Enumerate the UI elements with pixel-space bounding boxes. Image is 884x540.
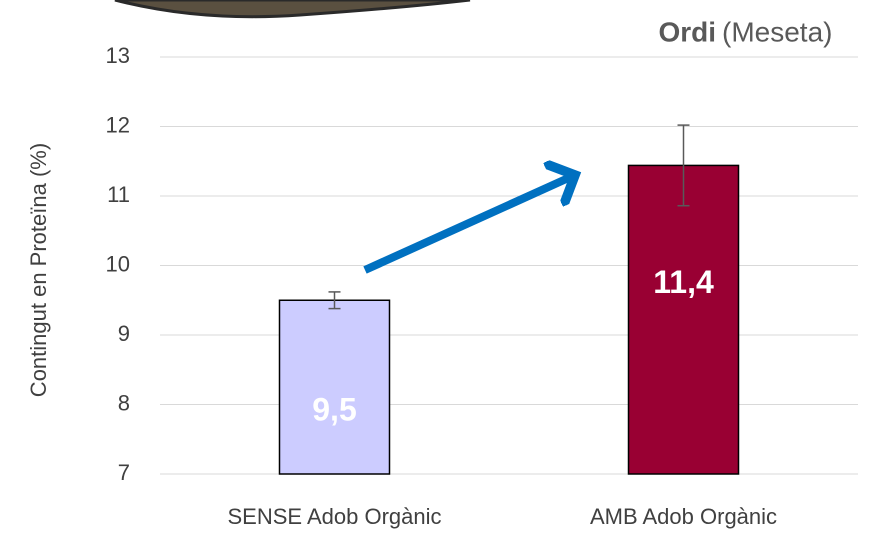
trend-arrow <box>363 175 575 274</box>
photo-fragment <box>114 0 471 19</box>
chart-title-note: (Meseta) <box>722 16 832 47</box>
x-tick-label: AMB Adob Orgànic <box>590 504 777 529</box>
bar <box>627 164 740 475</box>
y-tick-label: 12 <box>106 112 130 137</box>
x-tick-label: SENSE Adob Orgànic <box>227 504 441 529</box>
y-tick-label: 11 <box>107 182 130 207</box>
bar <box>278 299 391 475</box>
chart-title: Ordi <box>658 16 716 47</box>
y-tick-label: 8 <box>118 390 130 415</box>
y-tick-label: 13 <box>106 43 130 68</box>
y-tick-label: 7 <box>118 460 130 485</box>
value-label: 11,4 <box>653 264 714 300</box>
y-tick-label: 9 <box>118 321 130 346</box>
value-label: 9,5 <box>312 392 356 428</box>
y-tick-label: 10 <box>106 251 130 276</box>
y-axis-label: Contingut en Proteïna (%) <box>26 143 51 397</box>
